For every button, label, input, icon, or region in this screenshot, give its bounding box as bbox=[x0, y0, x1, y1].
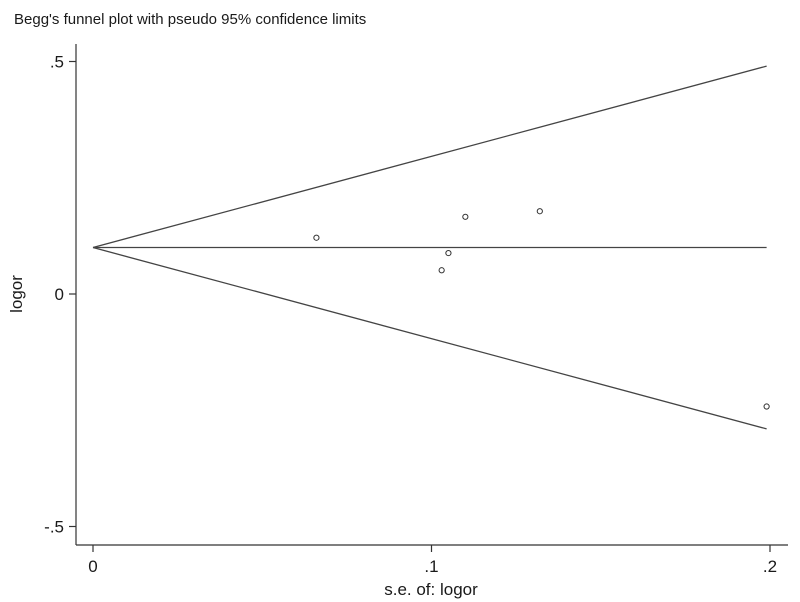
data-point-5 bbox=[536, 208, 543, 215]
data-point-6 bbox=[763, 403, 770, 410]
data-point-1 bbox=[313, 234, 320, 241]
lower-confidence-limit-line bbox=[92, 246, 767, 430]
x-axis-label: s.e. of: logor bbox=[384, 580, 478, 599]
x-tick-label-3: .2 bbox=[763, 557, 777, 576]
y-tick-label-3: .5 bbox=[50, 53, 64, 72]
plot-area: 0 .1 .2 -.5 0 .5 bbox=[44, 44, 788, 576]
x-tick-label-2: .1 bbox=[424, 557, 438, 576]
data-points bbox=[313, 208, 770, 410]
upper-confidence-limit-line bbox=[92, 65, 767, 249]
data-point-4 bbox=[462, 213, 469, 220]
x-tick-label-1: 0 bbox=[88, 557, 97, 576]
y-tick-label-1: -.5 bbox=[44, 518, 64, 537]
y-ticks: -.5 0 .5 bbox=[44, 53, 76, 537]
data-point-3 bbox=[445, 249, 452, 257]
chart-title: Begg's funnel plot with pseudo 95% confi… bbox=[14, 11, 366, 28]
y-axis-label: logor bbox=[7, 275, 26, 313]
x-ticks: 0 .1 .2 bbox=[88, 545, 777, 576]
data-point-2 bbox=[438, 267, 445, 274]
y-tick-label-2: 0 bbox=[55, 285, 64, 304]
